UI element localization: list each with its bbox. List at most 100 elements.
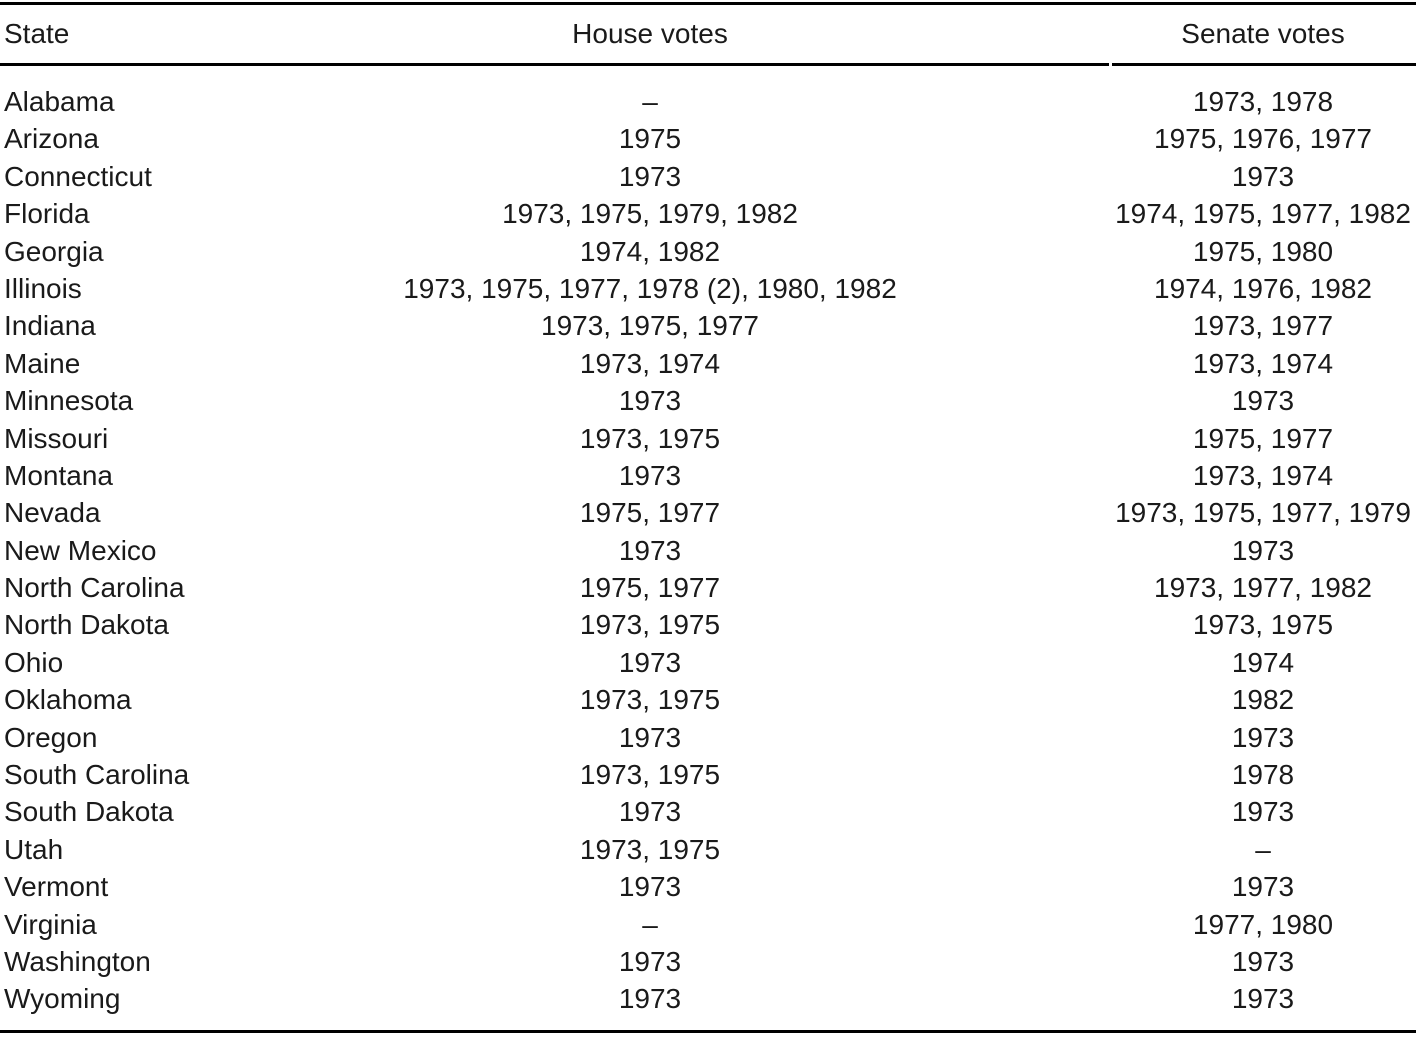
house-votes-cell: 1973 xyxy=(618,160,682,192)
state-cell: Oregon xyxy=(4,721,98,753)
table-row: Connecticut 1973 1973 xyxy=(0,158,1416,195)
table-row: Vermont 1973 1973 xyxy=(0,868,1416,905)
table-row: Georgia 1974, 1982 1975, 1980 xyxy=(0,233,1416,270)
house-votes-cell: – xyxy=(642,908,658,940)
table-row: South Carolina 1973, 1975 1978 xyxy=(0,756,1416,793)
senate-votes-cell: 1973 xyxy=(1231,983,1295,1015)
house-votes-cell: 1973 xyxy=(618,721,682,753)
house-votes-cell: 1973, 1975 xyxy=(579,833,721,865)
house-votes-cell: 1975 xyxy=(618,123,682,155)
senate-votes-cell: 1975, 1977 xyxy=(1192,422,1334,454)
senate-votes-cell: 1974 xyxy=(1231,646,1295,678)
house-votes-cell: 1973 xyxy=(618,646,682,678)
senate-votes-cell: 1973, 1977, 1982 xyxy=(1154,572,1372,604)
state-cell: Connecticut xyxy=(4,160,152,192)
state-cell: Nevada xyxy=(4,497,101,529)
table-row: Florida 1973, 1975, 1979, 1982 1974, 197… xyxy=(0,195,1416,232)
state-cell: Oklahoma xyxy=(4,684,132,716)
state-cell: North Carolina xyxy=(4,572,185,604)
state-cell: Arizona xyxy=(4,123,99,155)
table-body: Alabama – 1973, 1978 Arizona 1975 1975, … xyxy=(0,66,1416,1030)
state-cell: South Carolina xyxy=(4,759,190,791)
senate-votes-cell: 1975, 1976, 1977 xyxy=(1154,123,1372,155)
table-row: North Carolina 1975, 1977 1973, 1977, 19… xyxy=(0,569,1416,606)
table-row: Maine 1973, 1974 1973, 1974 xyxy=(0,345,1416,382)
senate-votes-cell: 1975, 1980 xyxy=(1192,235,1334,267)
state-cell: South Dakota xyxy=(4,796,174,828)
senate-votes-cell: 1982 xyxy=(1231,684,1295,716)
house-votes-cell: 1974, 1982 xyxy=(579,235,721,267)
senate-votes-cell: 1973 xyxy=(1231,871,1295,903)
house-votes-cell: 1973, 1975, 1977, 1978 (2), 1980, 1982 xyxy=(403,272,897,304)
state-cell: Wyoming xyxy=(4,983,121,1015)
table-row: Montana 1973 1973, 1974 xyxy=(0,457,1416,494)
state-cell: Ohio xyxy=(4,646,64,678)
senate-votes-cell: 1977, 1980 xyxy=(1192,908,1334,940)
table-row: Minnesota 1973 1973 xyxy=(0,382,1416,419)
table-header-row: State House votes Senate votes xyxy=(0,5,1416,63)
table-row: Nevada 1975, 1977 1973, 1975, 1977, 1979 xyxy=(0,494,1416,531)
column-header-house-votes: House votes xyxy=(572,18,728,49)
house-votes-cell: 1975, 1977 xyxy=(579,572,721,604)
table-top-rule xyxy=(0,2,1416,5)
house-votes-cell: – xyxy=(642,86,658,117)
state-cell: Alabama xyxy=(4,86,115,117)
column-header-state: State xyxy=(4,18,70,49)
senate-votes-cell: 1973, 1978 xyxy=(1192,86,1334,117)
header-rule-right-segment xyxy=(1112,63,1416,66)
senate-votes-cell: 1973, 1975 xyxy=(1192,609,1334,641)
state-cell: Virginia xyxy=(4,908,97,940)
house-votes-cell: 1973, 1975 xyxy=(579,759,721,791)
house-votes-cell: 1973 xyxy=(618,871,682,903)
state-cell: Illinois xyxy=(4,272,82,304)
table-row: South Dakota 1973 1973 xyxy=(0,793,1416,830)
senate-votes-cell: 1973 xyxy=(1231,534,1295,566)
senate-votes-cell: 1973 xyxy=(1231,945,1295,977)
state-cell: Washington xyxy=(4,945,151,977)
senate-votes-cell: – xyxy=(1255,833,1271,865)
table-row: Wyoming 1973 1973 xyxy=(0,980,1416,1017)
state-cell: Vermont xyxy=(4,871,109,903)
table-row: Indiana 1973, 1975, 1977 1973, 1977 xyxy=(0,307,1416,344)
senate-votes-cell: 1973, 1974 xyxy=(1192,459,1334,491)
senate-votes-cell: 1973 xyxy=(1231,385,1295,417)
table-row: Utah 1973, 1975 – xyxy=(0,831,1416,868)
header-rule xyxy=(0,63,1416,66)
table-row: Alabama – 1973, 1978 xyxy=(0,83,1416,120)
column-header-senate-votes: Senate votes xyxy=(1181,18,1345,49)
senate-votes-cell: 1973 xyxy=(1231,721,1295,753)
table-row: Washington 1973 1973 xyxy=(0,943,1416,980)
table-row: North Dakota 1973, 1975 1973, 1975 xyxy=(0,606,1416,643)
senate-votes-cell: 1974, 1976, 1982 xyxy=(1154,272,1372,304)
senate-votes-cell: 1973 xyxy=(1231,796,1295,828)
state-cell: North Dakota xyxy=(4,609,169,641)
state-cell: Utah xyxy=(4,833,64,865)
house-votes-cell: 1973 xyxy=(618,385,682,417)
table-row: Virginia – 1977, 1980 xyxy=(0,906,1416,943)
house-votes-cell: 1973 xyxy=(618,983,682,1015)
house-votes-cell: 1973, 1975, 1977 xyxy=(541,310,759,342)
table-row: Oregon 1973 1973 xyxy=(0,719,1416,756)
state-cell: Florida xyxy=(4,198,90,230)
state-cell: Maine xyxy=(4,347,81,379)
state-cell: Indiana xyxy=(4,310,96,342)
state-cell: New Mexico xyxy=(4,534,157,566)
table-row: Arizona 1975 1975, 1976, 1977 xyxy=(0,120,1416,157)
table-row: Missouri 1973, 1975 1975, 1977 xyxy=(0,420,1416,457)
senate-votes-cell: 1973, 1975, 1977, 1979 xyxy=(1115,497,1411,529)
table-row: New Mexico 1973 1973 xyxy=(0,532,1416,569)
house-votes-cell: 1973 xyxy=(618,534,682,566)
house-votes-cell: 1973, 1975, 1979, 1982 xyxy=(502,198,798,230)
header-rule-left-segment xyxy=(0,63,1109,66)
house-votes-cell: 1973, 1975 xyxy=(579,684,721,716)
senate-votes-cell: 1974, 1975, 1977, 1982 xyxy=(1115,198,1411,230)
senate-votes-cell: 1978 xyxy=(1231,759,1295,791)
table-row: Illinois 1973, 1975, 1977, 1978 (2), 198… xyxy=(0,270,1416,307)
table-bottom-rule xyxy=(0,1029,1416,1033)
state-cell: Minnesota xyxy=(4,385,134,417)
house-votes-cell: 1973, 1974 xyxy=(579,347,721,379)
house-votes-cell: 1973 xyxy=(618,459,682,491)
senate-votes-cell: 1973, 1977 xyxy=(1192,310,1334,342)
table-row: Ohio 1973 1974 xyxy=(0,644,1416,681)
